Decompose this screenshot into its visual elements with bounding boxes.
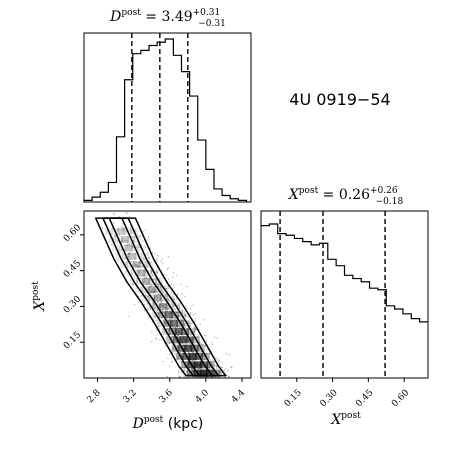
d-histogram <box>83 33 248 202</box>
d-marginal-panel: Dpost = 3.49+0.31 −0.31 <box>83 8 252 203</box>
d-summary-title: Dpost = 3.49+0.31 −0.31 <box>109 8 226 29</box>
d-marginal-frame <box>83 32 252 203</box>
d-histogram-steps <box>83 38 248 202</box>
d-tick-label-4: 4.4 <box>230 388 247 405</box>
x-axis-ticks-vertical: 0.15 0.30 0.45 0.60 <box>62 223 84 351</box>
x-axis-ticks: 0.15 0.30 0.45 0.60 <box>283 378 412 409</box>
x-tick-label-2: 0.45 <box>354 388 375 409</box>
x-tick-label-3: 0.60 <box>390 388 411 409</box>
joint-density <box>94 212 233 378</box>
x-axis-label-vertical: Xpost <box>31 281 48 312</box>
d-tick-label-2: 3.6 <box>158 388 175 405</box>
joint-frame <box>83 210 252 379</box>
x-histogram <box>261 211 428 378</box>
x-vertical-tick-label-3: 0.60 <box>62 223 83 244</box>
x-tick-label-1: 0.30 <box>319 388 340 409</box>
joint-contour-2 <box>94 217 227 377</box>
d-tick-label-3: 4.0 <box>194 388 211 405</box>
x-vertical-tick-label-2: 0.45 <box>62 258 83 279</box>
x-axis-label: Xpost <box>330 411 361 428</box>
d-tick-label-1: 3.2 <box>122 388 139 405</box>
d-axis-label: Dpost (kpc) <box>132 415 204 432</box>
x-marginal-frame <box>260 210 429 379</box>
x-summary-title: Xpost = 0.26+0.26 −0.18 <box>288 186 404 207</box>
x-vertical-tick-label-1: 0.30 <box>62 294 83 315</box>
x-histogram-steps <box>261 223 428 323</box>
joint-panel: 2.8 3.2 3.6 4.0 4.4 0.15 0.30 0.45 0.60 Dpost (… <box>31 210 252 432</box>
d-axis-ticks: 2.8 3.2 3.6 4.0 4.4 <box>86 378 247 405</box>
x-vertical-tick-label-0: 0.15 <box>62 330 83 351</box>
x-marginal-panel: Xpost = 0.26+0.26 −0.18 0.15 0.30 0.45 0.60 … <box>260 186 429 428</box>
d-tick-label-0: 2.8 <box>86 388 103 405</box>
x-tick-label-0: 0.15 <box>283 388 304 409</box>
source-label: 4U 0919−54 <box>289 90 390 109</box>
joint-density-blocks <box>104 227 221 377</box>
